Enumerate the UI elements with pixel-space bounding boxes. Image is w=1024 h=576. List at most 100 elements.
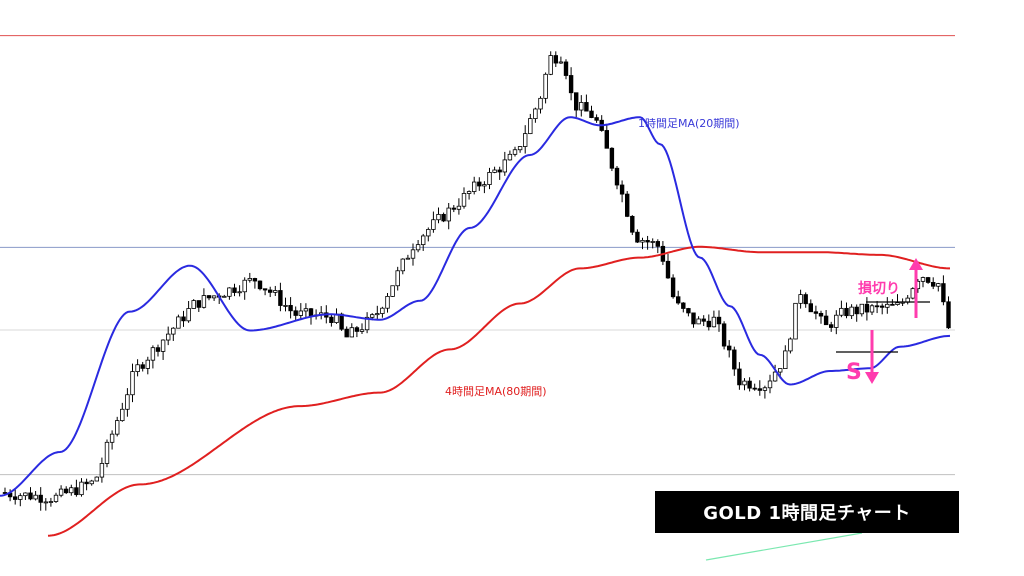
candle [471,176,477,195]
candle [747,377,752,392]
bullish-candle-body [910,288,915,299]
candle [181,310,186,327]
bullish-candle-body [58,488,64,496]
candle [2,487,8,495]
bullish-candle-body [548,55,553,75]
bullish-candle-body [431,219,436,230]
candle [186,300,191,323]
bearish-candle-body [686,308,691,314]
bullish-candle-body [742,380,747,386]
candle [941,275,946,306]
bullish-candle-body [849,306,854,317]
candle [395,266,400,291]
candle [155,344,161,357]
candle [584,94,589,112]
bullish-candle-body [23,492,28,497]
candle [818,310,824,324]
bullish-candle-body [415,244,421,251]
candle [834,310,839,335]
bearish-candle-body [614,167,620,186]
candle [492,166,497,174]
candle [288,297,293,319]
bullish-candle-body [762,387,768,391]
candle [201,288,207,309]
bullish-candle-body [191,300,196,309]
candle [589,105,594,119]
candle [533,107,538,123]
candle [487,167,492,190]
bullish-candle-body [380,307,385,314]
bullish-candle-body [839,307,844,316]
candle [364,312,370,334]
bullish-candle-body [538,97,543,110]
candle [507,150,513,161]
candle [614,166,620,190]
bearish-candle-body [339,313,344,330]
bearish-candle-body [74,487,79,496]
candle [645,235,650,250]
candle [502,151,507,176]
candle [640,237,645,250]
candle [318,306,324,320]
candle [262,288,268,296]
candle [563,59,569,80]
bearish-candle-body [308,308,314,317]
candle [829,321,834,332]
bearish-candle-body [681,302,686,309]
candle [568,67,574,101]
bullish-candle-body [711,316,717,328]
bearish-candle-body [655,241,660,247]
candle [431,211,436,233]
bullish-candle-body [395,270,400,287]
bearish-candle-body [84,481,89,485]
bearish-candle-body [635,231,640,243]
candle [278,282,283,312]
bullish-candle-body [436,213,441,221]
candle [609,147,615,172]
candle [150,345,156,369]
bullish-candle-body [783,350,788,369]
green-trend-line [705,532,863,561]
bullish-candle-body [492,169,497,173]
candle [446,202,451,230]
candle [579,95,584,117]
bearish-candle-body [232,287,237,293]
candle [415,239,421,253]
candle [69,484,74,496]
bullish-candle-body [375,313,380,316]
ma-slow-line [47,245,950,537]
candle [701,315,706,326]
candle [619,180,625,203]
bearish-candle-body [441,213,446,222]
bullish-candle-body [885,303,890,308]
bullish-candle-body [227,287,232,297]
stop-loss-label: 損切り [858,280,900,297]
bullish-candle-body [359,329,365,332]
candle [140,361,145,372]
candle [920,276,926,288]
candle [844,302,849,319]
candle [905,295,910,305]
bearish-candle-body [155,347,161,352]
candle [359,323,365,335]
bearish-candle-body [329,316,334,323]
candle [410,243,416,266]
bullish-candle-body [517,146,523,151]
candle [721,321,727,350]
candle [242,277,247,300]
bullish-candle-body [543,73,548,99]
bearish-candle-body [38,494,43,503]
bearish-candle-body [706,320,711,328]
candle [558,56,564,64]
ma-fast-label: 1時間足MA(20期間) [638,117,740,130]
bullish-candle-body [79,481,84,496]
candle [650,238,655,249]
candle [711,310,717,328]
candle [390,285,395,297]
candle [420,233,426,251]
bearish-candle-body [880,305,885,308]
bullish-candle-body [696,318,701,325]
candle [293,306,298,322]
candle [655,239,660,254]
bullish-candle-body [420,235,426,246]
